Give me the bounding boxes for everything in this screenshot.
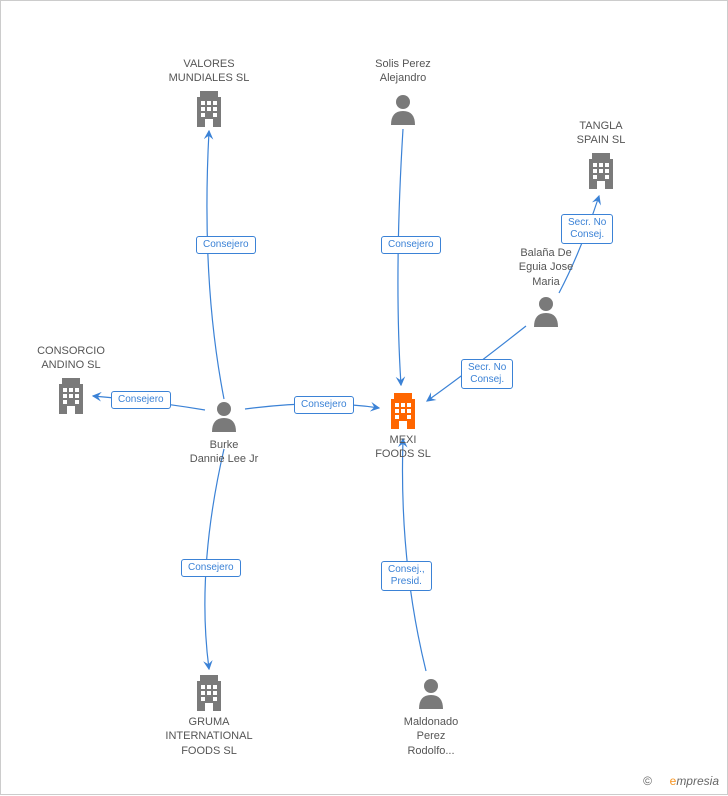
edge-label-burke-mexi: Consejero [294,396,354,414]
edge-label-balana-mexi: Secr. No Consej. [461,359,513,389]
edge-label-burke-consorcio: Consejero [111,391,171,409]
node-label-consorcio: CONSORCIO ANDINO SL [11,344,131,373]
edge-label-burke-valores: Consejero [196,236,256,254]
node-maldonado-icon[interactable] [419,679,443,709]
node-balana-icon[interactable] [534,297,558,327]
node-label-balana: Balaña De Eguia Jose Maria [486,246,606,289]
node-tangla-icon[interactable] [589,153,613,189]
node-gruma-icon[interactable] [197,675,221,711]
node-label-maldonado: Maldonado Perez Rodolfo... [371,715,491,758]
node-solis-icon[interactable] [391,95,415,125]
copyright-symbol: © [643,774,652,788]
node-label-solis: Solis Perez Alejandro [343,57,463,86]
edge-label-solis-mexi: Consejero [381,236,441,254]
edge-solis-mexi [398,129,403,385]
node-consorcio-icon[interactable] [59,378,83,414]
edge-maldonado-mexi [402,439,426,671]
edge-label-burke-gruma: Consejero [181,559,241,577]
edge-label-maldonado-mexi: Consej., Presid. [381,561,432,591]
node-label-mexi: MEXI FOODS SL [343,433,463,462]
edge-burke-valores [207,131,224,399]
node-valores-icon[interactable] [197,91,221,127]
node-label-gruma: GRUMA INTERNATIONAL FOODS SL [149,715,269,758]
node-label-burke: Burke Dannie Lee Jr [164,438,284,467]
node-burke-icon[interactable] [212,402,236,432]
edge-label-balana-tangla: Secr. No Consej. [561,214,613,244]
node-label-valores: VALORES MUNDIALES SL [149,57,269,86]
brand-watermark: empresia [670,774,719,788]
node-label-tangla: TANGLA SPAIN SL [541,119,661,148]
node-mexi-icon[interactable] [391,393,415,429]
